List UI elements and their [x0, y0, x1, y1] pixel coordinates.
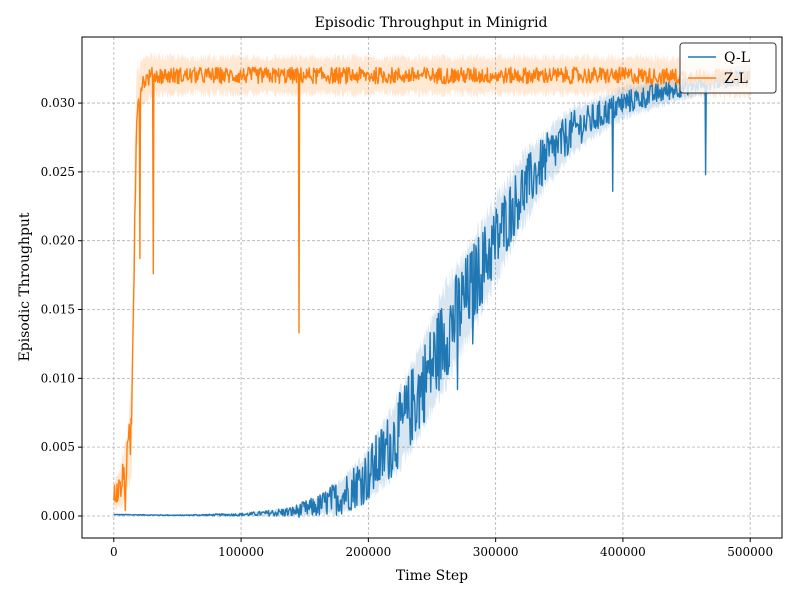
- y-axis-ticks: 0.000 0.005 0.010 0.015 0.020 0.025 0.030: [41, 96, 82, 523]
- legend: Q-L Z-L: [679, 42, 777, 94]
- y-tick-label: 0.015: [41, 303, 75, 317]
- y-axis-label: Episodic Throughput: [17, 212, 33, 361]
- series-line-z-l: [113, 66, 751, 512]
- x-axis-label: Time Step: [396, 568, 468, 584]
- series-line-q-l: [113, 69, 751, 518]
- band-z-l: [113, 51, 751, 510]
- y-tick-label: 0.005: [41, 440, 75, 454]
- x-tick-label: 200000: [345, 545, 391, 559]
- x-axis-ticks: 0 100000 200000 300000 400000 500000: [110, 538, 773, 559]
- x-tick-label: 500000: [727, 545, 773, 559]
- y-tick-label: 0.025: [41, 165, 75, 179]
- y-tick-label: 0.030: [41, 96, 75, 110]
- y-tick-label: 0.000: [41, 509, 75, 523]
- chart-title: Episodic Throughput in Minigrid: [315, 15, 548, 31]
- x-tick-label: 100000: [218, 545, 264, 559]
- legend-box: [679, 42, 777, 94]
- series-lines: [113, 66, 751, 518]
- legend-entry: Q-L: [724, 50, 750, 66]
- grid: [82, 37, 782, 538]
- plot-frame: [81, 36, 783, 539]
- y-tick-label: 0.020: [41, 234, 75, 248]
- x-tick-label: 300000: [473, 545, 519, 559]
- x-tick-label: 400000: [600, 545, 646, 559]
- x-tick-label: 0: [110, 545, 118, 559]
- band-q-l: [113, 63, 751, 517]
- legend-entry: Z-L: [724, 71, 748, 87]
- y-tick-label: 0.010: [41, 371, 75, 385]
